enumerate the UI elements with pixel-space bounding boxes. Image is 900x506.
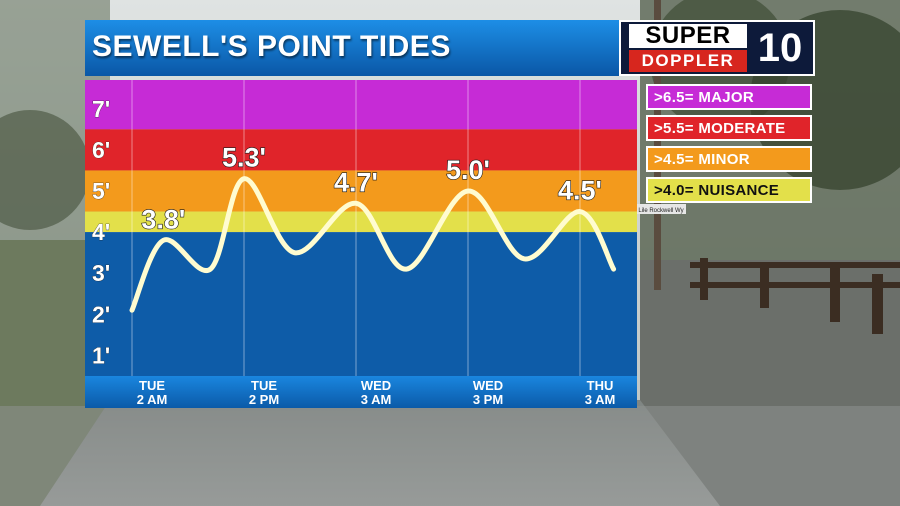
road-sign — [636, 204, 686, 214]
x-tick-time: 3 AM — [585, 392, 616, 407]
road-sign-text: Lile Rockwell Wy — [638, 208, 683, 214]
legend-major: >6.5= MAJOR — [646, 84, 812, 110]
legend-minor: >4.5= MINOR — [646, 146, 812, 172]
legend-moderate-label: >5.5= MODERATE — [654, 119, 786, 137]
x-axis-bar — [85, 376, 637, 408]
x-tick-time: 3 AM — [361, 392, 392, 407]
band-moderate — [85, 129, 637, 171]
pole — [654, 0, 661, 290]
fence — [690, 258, 900, 334]
x-tick-time: 2 PM — [249, 392, 279, 407]
x-tick-time: 3 PM — [473, 392, 503, 407]
y-tick-label: 6' — [92, 137, 110, 163]
logo-channel-number: 10 — [757, 26, 803, 70]
super-doppler-logo: SUPER DOPPLER 10 — [619, 20, 815, 76]
header-bar — [85, 20, 625, 76]
y-axis-ticks: 1' 2' 3' 4' 5' 6' 7' — [92, 95, 111, 368]
x-tick-day: TUE — [139, 378, 165, 393]
y-tick-label: 1' — [92, 342, 110, 368]
peak-labels: 3.8' 5.3' 4.7' 5.0' 4.5' — [141, 142, 603, 235]
y-tick-label: 2' — [92, 301, 110, 327]
legend-moderate: >5.5= MODERATE — [646, 115, 812, 141]
band-normal — [85, 232, 637, 376]
legend-nuisance: >4.0= NUISANCE — [646, 177, 812, 203]
peak-label: 4.7' — [334, 167, 378, 197]
logo-super-text: SUPER — [629, 24, 747, 48]
band-major — [85, 80, 637, 130]
peak-label: 4.5' — [558, 176, 602, 206]
y-tick-label: 7' — [92, 96, 110, 122]
x-tick-day: WED — [361, 378, 391, 393]
gridlines — [131, 80, 581, 376]
peak-label: 5.3' — [222, 143, 266, 173]
peak-label: 3.8' — [141, 204, 185, 234]
x-tick-day: WED — [473, 378, 503, 393]
legend-nuisance-label: >4.0= NUISANCE — [654, 181, 780, 199]
chart-area: 1'2'3'4'5'6'7' 3.8'5.3'4.7' 5.0'4.5' TUE2… — [85, 80, 637, 408]
page-title: SEWELL'S POINT TIDES — [92, 30, 451, 63]
peak-label: 5.0' — [446, 155, 490, 185]
legend-major-label: >6.5= MAJOR — [654, 88, 755, 106]
y-tick-label: 5' — [92, 178, 110, 204]
tide-line — [129, 176, 617, 313]
x-tick-time: 2 AM — [137, 392, 168, 407]
legend-minor-label: >4.5= MINOR — [654, 150, 750, 168]
logo-doppler-text: DOPPLER — [629, 50, 747, 72]
y-tick-label: 3' — [92, 260, 110, 286]
x-tick-day: THU — [587, 378, 614, 393]
y-tick-label: 4' — [92, 219, 110, 245]
x-tick-day: TUE — [251, 378, 277, 393]
